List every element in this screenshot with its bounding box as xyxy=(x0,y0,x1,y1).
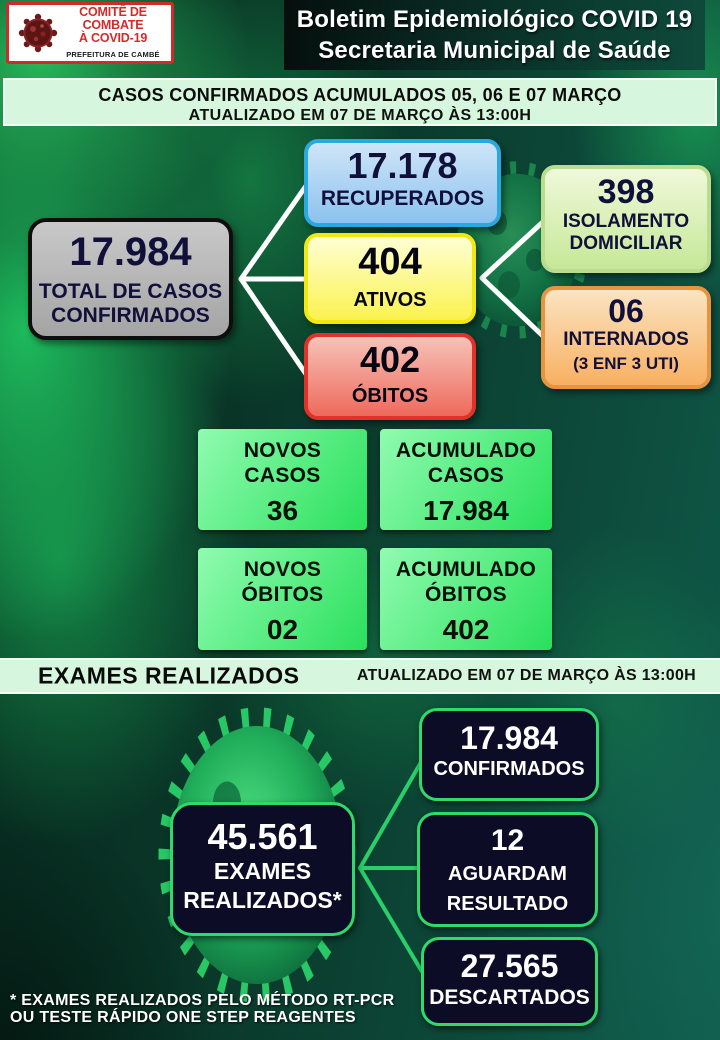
home-isolation-label: ISOLAMENTO DOMICILIAR xyxy=(562,211,690,254)
header-title-panel: Boletim Epidemiológico COVID 19 Secretar… xyxy=(284,0,705,70)
cases-banner-line2: ATUALIZADO EM 07 DE MARÇO ÀS 13:00H xyxy=(188,107,532,124)
hospitalized-label: INTERNADOS xyxy=(563,329,689,350)
new-deaths-value: 02 xyxy=(266,614,299,645)
active-cases-value: 404 xyxy=(358,241,422,283)
active-cases-card: 404 ATIVOS xyxy=(304,233,476,324)
accumulated-deaths-value: 402 xyxy=(442,614,490,645)
logo-box: COMITÊ DE COMBATE À COVID-19 PREFEITURA … xyxy=(6,2,174,64)
home-isolation-card: 398 ISOLAMENTO DOMICILIAR xyxy=(541,165,711,273)
exams-banner: EXAMES REALIZADOS ATUALIZADO EM 07 DE MA… xyxy=(0,658,720,694)
exams-awaiting-value: 12 xyxy=(490,824,525,857)
exams-confirmed-label: CONFIRMADOS xyxy=(433,758,585,780)
home-isolation-value: 398 xyxy=(597,173,655,211)
header-title-line2: Secretaria Municipal de Saúde xyxy=(318,37,671,64)
exams-banner-update: ATUALIZADO EM 07 DE MARÇO ÀS 13:00H xyxy=(356,667,696,684)
exams-discarded-value: 27.565 xyxy=(460,948,559,984)
deaths-value: 402 xyxy=(359,339,421,380)
new-deaths-label: NOVOS xyxy=(243,558,322,581)
deaths-label: ÓBITOS xyxy=(351,385,429,407)
new-cases-value: 36 xyxy=(266,495,299,526)
hospitalized-detail: (3 ENF 3 UTI) xyxy=(573,354,679,373)
accumulated-cases-value: 17.984 xyxy=(423,495,509,526)
exams-total-label: EXAMES REALIZADOS* xyxy=(183,858,342,913)
new-cases-card: NOVOS CASOS 36 xyxy=(198,429,367,530)
total-cases-card: 17.984 TOTAL DE CASOS CONFIRMADOS xyxy=(28,218,233,340)
active-cases-label: ATIVOS xyxy=(353,289,427,311)
total-cases-value: 17.984 xyxy=(69,230,192,274)
hospitalized-card: 06 INTERNADOS (3 ENF 3 UTI) xyxy=(541,286,711,389)
exams-banner-title: EXAMES REALIZADOS xyxy=(38,662,300,689)
exams-connector-lines xyxy=(358,755,426,977)
recovered-card: 17.178 RECUPERADOS xyxy=(304,139,501,227)
accumulated-deaths-label: ACUMULADO xyxy=(395,558,537,581)
coronavirus-logo-icon xyxy=(18,13,58,53)
footnote-line2: OU TESTE RÁPIDO ONE STEP REAGENTES xyxy=(10,1009,356,1026)
accumulated-cases-label: ACUMULADO xyxy=(395,439,537,462)
exams-confirmed-card: 17.984 CONFIRMADOS xyxy=(419,708,599,801)
exams-total-card: 45.561 EXAMES REALIZADOS* xyxy=(170,802,355,936)
exams-discarded-label: DESCARTADOS xyxy=(429,986,590,1009)
footnote-line1: * EXAMES REALIZADOS PELO MÉTODO RT-PCR xyxy=(10,992,395,1009)
exams-footnote: * EXAMES REALIZADOS PELO MÉTODO RT-PCR O… xyxy=(10,992,394,1026)
exams-awaiting-label: AGUARDAM RESULTADO xyxy=(446,863,569,915)
exams-awaiting-card: 12 AGUARDAM RESULTADO xyxy=(417,812,598,927)
total-cases-label: TOTAL DE CASOS CONFIRMADOS xyxy=(38,280,223,327)
recovered-value: 17.178 xyxy=(347,145,458,186)
recovered-label: RECUPERADOS xyxy=(320,187,485,210)
exams-confirmed-value: 17.984 xyxy=(460,720,558,756)
accumulated-cases-card: ACUMULADO CASOS 17.984 xyxy=(380,429,552,530)
deaths-card: 402 ÓBITOS xyxy=(304,333,476,420)
new-deaths-card: NOVOS ÓBITOS 02 xyxy=(198,548,367,650)
cases-banner-line1: CASOS CONFIRMADOS ACUMULADOS 05, 06 E 07… xyxy=(98,85,622,105)
logo-title-line1: COMITÊ DE COMBATE xyxy=(79,4,147,32)
logo-title-line2: À COVID-19 xyxy=(78,30,148,45)
header-title-line1: Boletim Epidemiológico COVID 19 xyxy=(296,6,693,33)
exams-discarded-card: 27.565 DESCARTADOS xyxy=(421,937,598,1026)
cases-banner: CASOS CONFIRMADOS ACUMULADOS 05, 06 E 07… xyxy=(3,78,717,126)
logo-subtitle: PREFEITURA DE CAMBÉ xyxy=(66,49,160,59)
new-cases-label: NOVOS xyxy=(243,439,322,462)
hospitalized-value: 06 xyxy=(608,293,644,329)
exams-total-value: 45.561 xyxy=(207,816,318,857)
accumulated-deaths-card: ACUMULADO ÓBITOS 402 xyxy=(380,548,552,650)
